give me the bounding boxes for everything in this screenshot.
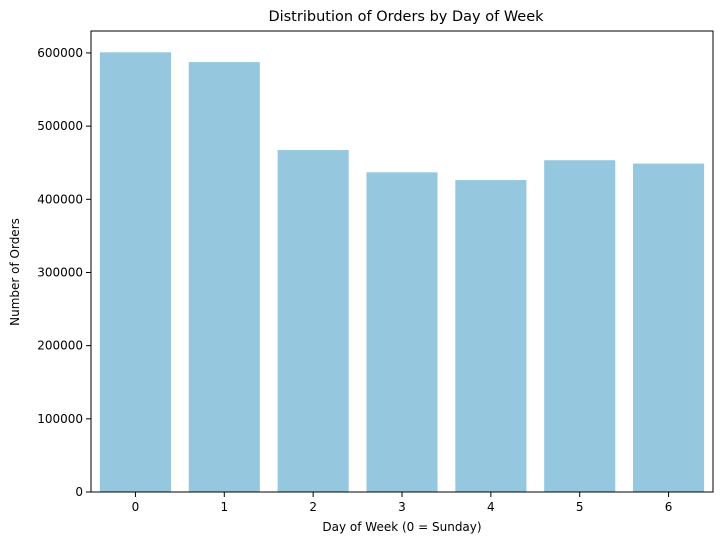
bar-day-3 xyxy=(366,172,438,493)
x-axis-label: Day of Week (0 = Sunday) xyxy=(322,520,481,534)
y-tick-label: 200000 xyxy=(37,339,83,353)
y-tick-label: 600000 xyxy=(37,46,83,60)
bar-day-1 xyxy=(188,62,260,492)
y-tick-label: 300000 xyxy=(37,265,83,279)
y-tick-label: 0 xyxy=(75,485,83,499)
x-tick-label: 3 xyxy=(398,500,406,514)
chart-title: Distribution of Orders by Day of Week xyxy=(268,9,544,25)
x-axis: 0 1 2 3 4 5 6 xyxy=(132,492,673,514)
y-tick-label: 500000 xyxy=(37,119,83,133)
bar-day-5 xyxy=(544,160,616,493)
y-tick-label: 100000 xyxy=(37,412,83,426)
y-axis-label: Number of Orders xyxy=(8,218,22,326)
bar-day-6 xyxy=(633,163,705,492)
x-tick-label: 6 xyxy=(665,500,673,514)
bar-day-2 xyxy=(277,150,349,492)
x-tick-label: 1 xyxy=(220,500,228,514)
bar-day-0 xyxy=(99,52,171,492)
x-tick-label: 2 xyxy=(309,500,317,514)
y-tick-label: 400000 xyxy=(37,192,83,206)
x-tick-label: 4 xyxy=(487,500,495,514)
bar-day-4 xyxy=(455,180,527,492)
plot-area xyxy=(90,30,714,493)
y-axis: 0 100000 200000 300000 400000 500000 600000 xyxy=(37,46,91,499)
x-tick-label: 0 xyxy=(132,500,140,514)
x-tick-label: 5 xyxy=(576,500,584,514)
